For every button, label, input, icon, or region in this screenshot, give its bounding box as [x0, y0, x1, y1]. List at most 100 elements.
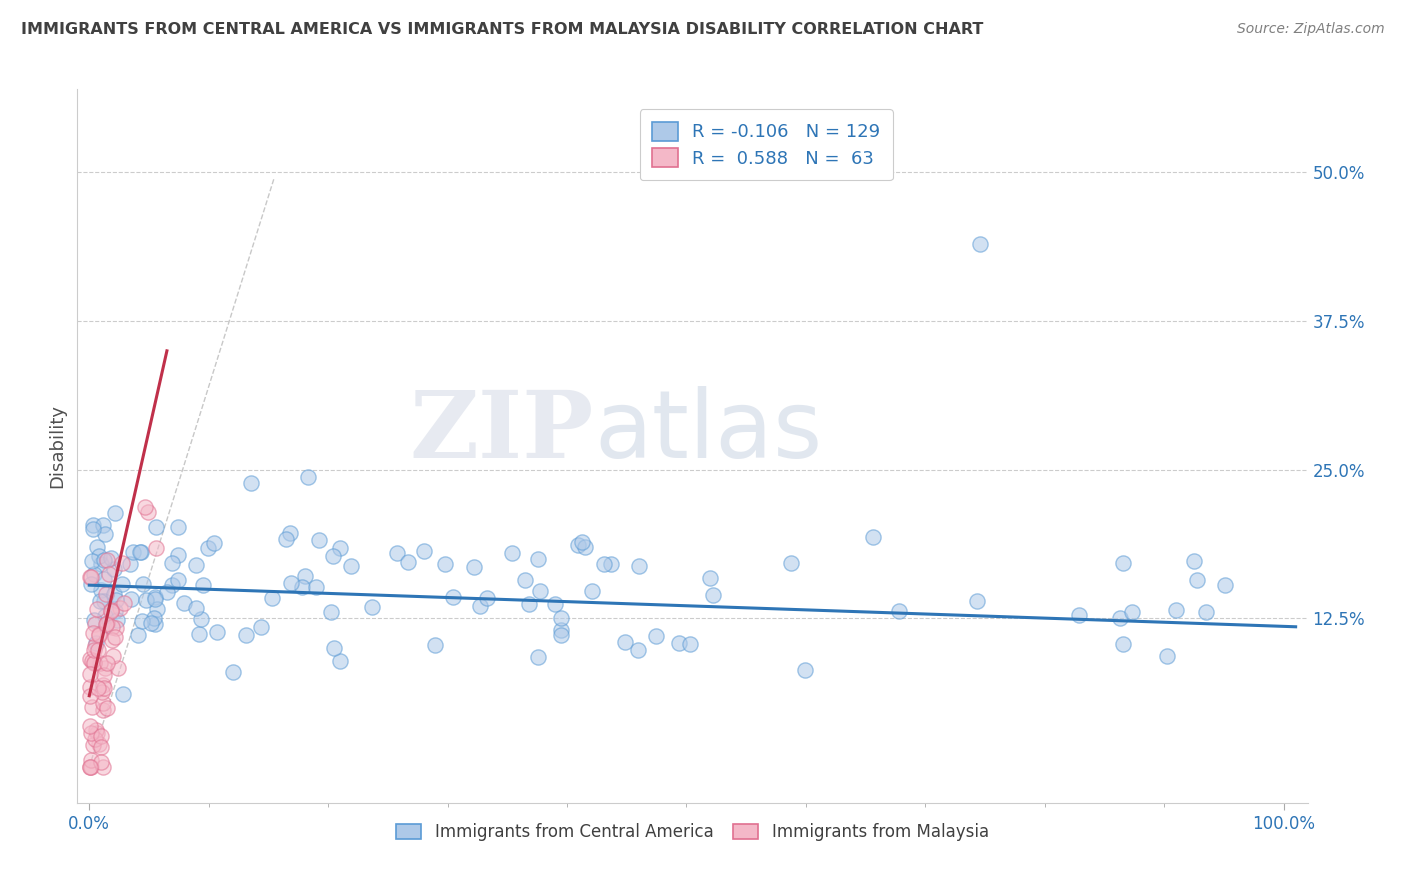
Point	[80, 753, 103, 767]
Point	[329, 541, 352, 555]
Point	[1185, 573, 1208, 587]
Point	[122, 545, 145, 559]
Point	[89, 593, 111, 607]
Point	[79, 652, 101, 666]
Point	[526, 552, 548, 566]
Point	[779, 556, 801, 570]
Point	[111, 577, 134, 591]
Point	[79, 719, 101, 733]
Point	[83, 566, 105, 581]
Point	[82, 739, 104, 753]
Point	[167, 549, 190, 563]
Point	[1069, 608, 1091, 623]
Point	[441, 590, 464, 604]
Point	[173, 595, 195, 609]
Point	[91, 760, 114, 774]
Point	[90, 583, 112, 598]
Point	[204, 536, 226, 550]
Point	[86, 602, 108, 616]
Point	[280, 575, 302, 590]
Point	[103, 587, 125, 601]
Point	[571, 535, 593, 549]
Point	[679, 637, 702, 651]
Point	[80, 553, 103, 567]
Point	[190, 612, 212, 626]
Point	[145, 519, 167, 533]
Point	[104, 621, 127, 635]
Point	[550, 611, 572, 625]
Point	[93, 668, 115, 682]
Point	[96, 700, 118, 714]
Point	[91, 678, 114, 692]
Point	[83, 656, 105, 670]
Point	[969, 236, 991, 251]
Point	[291, 580, 314, 594]
Point	[385, 546, 408, 560]
Point	[544, 597, 567, 611]
Point	[468, 599, 491, 614]
Point	[592, 558, 614, 572]
Point	[107, 660, 129, 674]
Point	[191, 578, 214, 592]
Point	[111, 556, 134, 570]
Point	[104, 630, 127, 644]
Point	[84, 636, 107, 650]
Point	[136, 505, 159, 519]
Point	[166, 520, 188, 534]
Point	[129, 545, 152, 559]
Point	[107, 613, 129, 627]
Point	[91, 684, 114, 698]
Point	[627, 558, 650, 573]
Point	[527, 649, 550, 664]
Point	[96, 616, 118, 631]
Point	[567, 538, 589, 552]
Point	[105, 592, 128, 607]
Point	[91, 518, 114, 533]
Point	[103, 562, 125, 576]
Point	[278, 526, 301, 541]
Point	[160, 556, 183, 570]
Point	[134, 500, 156, 514]
Point	[1121, 605, 1143, 619]
Text: atlas: atlas	[595, 385, 823, 478]
Point	[90, 756, 112, 770]
Point	[79, 760, 101, 774]
Point	[574, 541, 596, 555]
Point	[613, 634, 636, 648]
Point	[100, 603, 122, 617]
Point	[425, 639, 447, 653]
Point	[91, 703, 114, 717]
Point	[463, 559, 485, 574]
Point	[793, 663, 815, 677]
Point	[319, 605, 342, 619]
Point	[79, 570, 101, 584]
Point	[87, 642, 110, 657]
Point	[87, 549, 110, 563]
Point	[1213, 577, 1236, 591]
Point	[515, 574, 537, 588]
Point	[84, 639, 107, 653]
Point	[323, 641, 346, 656]
Point	[127, 628, 149, 642]
Point	[887, 604, 910, 618]
Point	[143, 591, 166, 606]
Point	[305, 580, 328, 594]
Point	[89, 656, 111, 670]
Point	[90, 739, 112, 754]
Point	[89, 628, 111, 642]
Point	[93, 553, 115, 567]
Point	[143, 617, 166, 632]
Point	[250, 620, 273, 634]
Point	[86, 681, 108, 695]
Point	[600, 558, 623, 572]
Point	[96, 553, 118, 567]
Point	[79, 760, 101, 774]
Point	[131, 577, 153, 591]
Point	[83, 613, 105, 627]
Point	[434, 558, 457, 572]
Point	[339, 559, 361, 574]
Point	[260, 591, 283, 605]
Point	[110, 600, 132, 615]
Point	[501, 546, 523, 560]
Point	[862, 530, 884, 544]
